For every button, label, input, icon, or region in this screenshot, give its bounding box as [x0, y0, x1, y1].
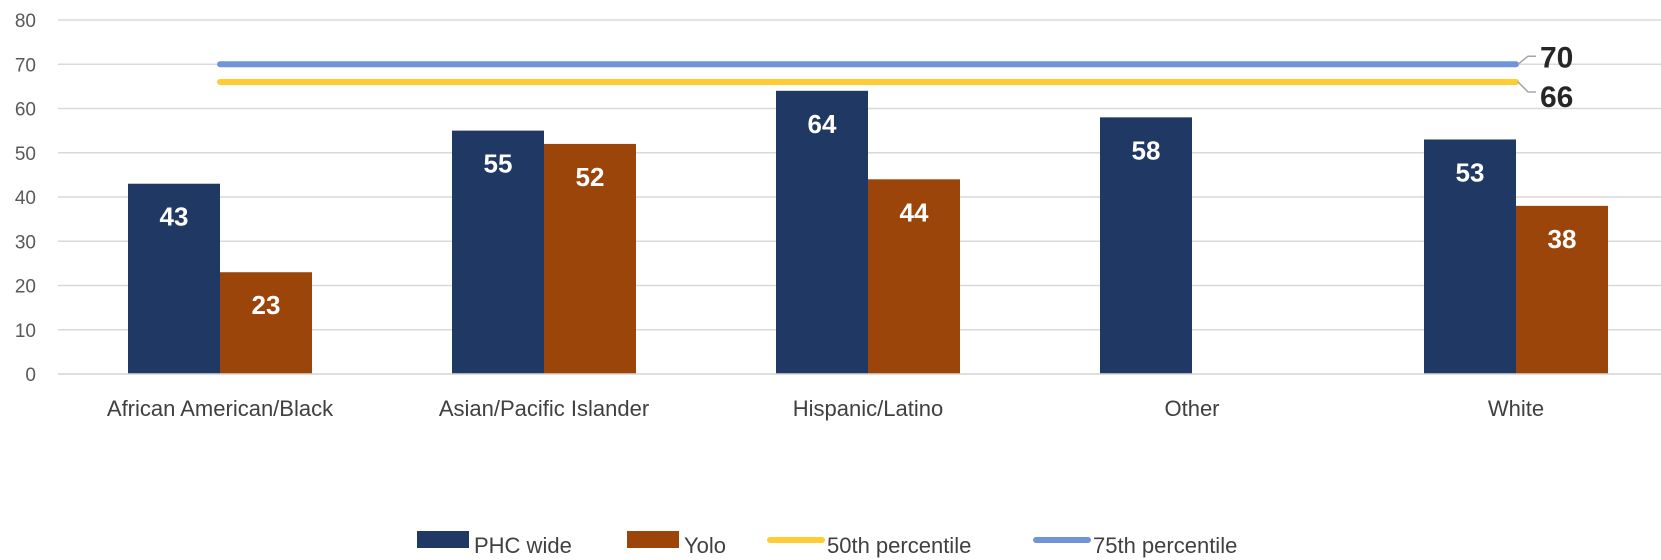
data-label: 23	[252, 290, 281, 320]
data-label: 38	[1548, 224, 1577, 254]
reference-label: 70	[1540, 41, 1573, 74]
legend-swatch	[417, 531, 469, 548]
data-label: 53	[1456, 157, 1485, 187]
legend-label: 75th percentile	[1093, 533, 1237, 558]
y-tick-label: 80	[15, 11, 36, 32]
legend-label: Yolo	[684, 533, 726, 558]
bar	[868, 179, 960, 374]
bar	[128, 183, 220, 374]
reference-label: 66	[1540, 81, 1573, 114]
y-tick-label: 0	[25, 365, 36, 386]
reference-leader	[1517, 81, 1536, 93]
bar	[452, 130, 544, 374]
y-axis: 0 10 20 30 40 50 60 70 80	[15, 11, 36, 386]
y-tick-label: 40	[15, 188, 36, 209]
x-tick-label: White	[1488, 396, 1544, 421]
x-tick-label: Other	[1164, 396, 1219, 421]
y-tick-label: 70	[15, 55, 36, 76]
y-tick-label: 30	[15, 232, 36, 253]
data-label: 64	[808, 109, 837, 139]
y-tick-label: 60	[15, 100, 36, 121]
y-tick-label: 50	[15, 144, 36, 165]
bars: 43 55 64 58 53 23 52 44 38	[128, 90, 1608, 375]
x-tick-label: Asian/Pacific Islander	[439, 396, 649, 421]
bar	[1100, 117, 1192, 374]
data-label: 58	[1132, 135, 1161, 165]
x-axis: African American/Black Asian/Pacific Isla…	[58, 373, 1661, 421]
reference-leader	[1517, 55, 1536, 65]
x-tick-label: Hispanic/Latino	[793, 396, 943, 421]
bar	[1424, 139, 1516, 374]
y-tick-label: 20	[15, 277, 36, 298]
legend-label: 50th percentile	[827, 533, 971, 558]
legend: PHC wide Yolo 50th percentile 75th percenti…	[417, 531, 1237, 558]
data-label: 43	[160, 202, 189, 232]
data-label: 52	[576, 162, 605, 192]
legend-swatch	[627, 531, 679, 548]
x-tick-label: African American/Black	[107, 396, 334, 421]
data-label: 44	[900, 197, 929, 227]
bar	[776, 90, 868, 375]
bar	[1516, 205, 1608, 374]
legend-label: PHC wide	[474, 533, 572, 558]
bar	[544, 143, 636, 374]
data-label: 55	[484, 149, 513, 179]
bar	[220, 272, 312, 374]
y-tick-label: 10	[15, 321, 36, 342]
